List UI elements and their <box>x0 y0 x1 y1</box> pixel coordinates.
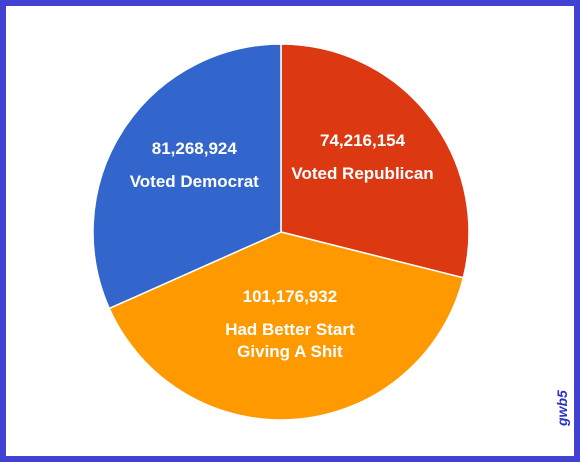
pie-chart <box>92 43 470 421</box>
watermark: gwb5 <box>554 390 570 426</box>
pie-slice <box>280 43 470 279</box>
value-label: 101,176,932 <box>242 287 338 306</box>
value-label: 81,268,924 <box>151 138 237 158</box>
pie-slice <box>92 43 282 310</box>
pie-slice <box>108 231 465 421</box>
slice-label: 101,176,932 Had Better Start Giving A Shi… <box>205 287 375 363</box>
slice-label: 74,216,154 Voted Republican <box>278 131 448 185</box>
category-label: Voted Democrat <box>129 171 259 191</box>
category-label: Had Better Start Giving A Shit <box>225 320 355 361</box>
value-label: 74,216,154 <box>319 131 406 151</box>
category-label: Voted Republican <box>291 164 434 184</box>
slice-label: 81,268,924 Voted Democrat <box>109 139 279 193</box>
